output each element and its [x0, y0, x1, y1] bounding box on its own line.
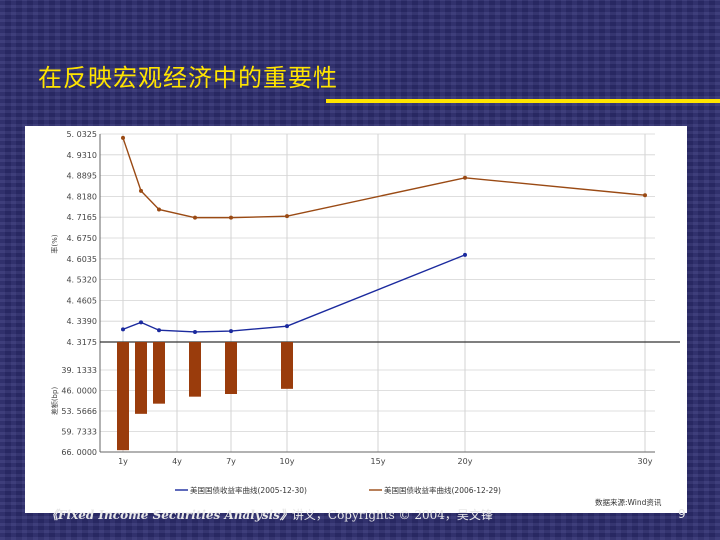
series-point — [285, 214, 289, 219]
spread-bar — [189, 342, 201, 397]
lower-y-tick-label: 53. 5666 — [61, 407, 97, 416]
spread-bar — [225, 342, 237, 394]
series-point — [157, 328, 161, 333]
spread-bar — [153, 342, 165, 404]
upper-y-tick-label: 4. 6750 — [66, 234, 97, 243]
lower-y-tick-label: 66. 0000 — [61, 448, 97, 457]
x-tick-label: 30y — [638, 457, 653, 466]
series-point — [139, 320, 143, 325]
lower-y-tick-label: 59. 7333 — [61, 428, 97, 437]
series-point — [643, 193, 647, 198]
series-point — [463, 252, 467, 257]
spread-bar — [117, 342, 129, 451]
x-tick-label: 15y — [371, 457, 386, 466]
upper-y-axis-label: 率(%) — [50, 234, 59, 253]
upper-y-tick-label: 4. 8895 — [66, 172, 97, 181]
chart-panel: 5. 0325 4. 9310 4. 8895 4. 8180 4. 7165 4. 67… — [25, 126, 687, 513]
footer-copyright: 讲义，Copyrights © 2004，吴文锋 — [291, 508, 493, 522]
page-number: 9 — [678, 507, 686, 521]
series-point — [229, 215, 233, 220]
series-point — [285, 324, 289, 329]
lower-y-tick-label: 39. 1333 — [61, 366, 97, 375]
series-line-1 — [122, 137, 646, 219]
series-point — [193, 329, 197, 334]
upper-y-tick-label: 4. 4605 — [66, 296, 97, 305]
upper-y-tick-label: 5. 0325 — [66, 130, 97, 139]
legend-entry: 美国国债收益率曲线(2006-12-29) — [384, 485, 501, 495]
x-tick-label: 20y — [458, 457, 473, 466]
yield-curve-chart: 5. 0325 4. 9310 4. 8895 4. 8180 4. 7165 4. 67… — [50, 130, 680, 507]
series-line-0 — [122, 254, 466, 333]
lower-y-axis-label: 差额(bp) — [50, 387, 59, 416]
upper-y-tick-label: 4. 3390 — [66, 317, 97, 326]
slide-title: 在反映宏观经济中的重要性 — [38, 64, 338, 92]
series-point — [193, 215, 197, 220]
x-tick-label: 7y — [226, 457, 236, 466]
series-point — [121, 327, 125, 332]
upper-y-tick-label: 4. 7165 — [66, 213, 97, 222]
upper-y-tick-label: 4. 6035 — [66, 255, 97, 264]
footer-course: 《Fixed Income Securities Analysis》 — [46, 508, 292, 522]
upper-y-tick-label: 4. 8180 — [66, 192, 97, 201]
title-underline — [326, 99, 720, 103]
series-point — [157, 207, 161, 212]
source-label: 数据来源:Wind资讯 — [595, 497, 662, 507]
lower-y-tick-label: 46. 0000 — [61, 387, 97, 396]
upper-y-tick-label: 4. 5320 — [66, 276, 97, 285]
x-tick-label: 4y — [172, 457, 182, 466]
x-tick-label: 10y — [280, 457, 295, 466]
upper-y-tick-label: 4. 9310 — [66, 151, 97, 160]
series-point — [229, 329, 233, 334]
series-point — [139, 188, 143, 193]
series-point — [121, 135, 125, 140]
series-point — [463, 175, 467, 180]
footer-text: 《Fixed Income Securities Analysis》讲义，Cop… — [46, 506, 493, 523]
legend-entry: 美国国债收益率曲线(2005-12-30) — [190, 485, 307, 495]
upper-y-tick-label: 4. 3175 — [66, 338, 97, 347]
spread-bar — [281, 342, 293, 389]
x-tick-label: 1y — [118, 457, 128, 466]
spread-bar — [135, 342, 147, 414]
